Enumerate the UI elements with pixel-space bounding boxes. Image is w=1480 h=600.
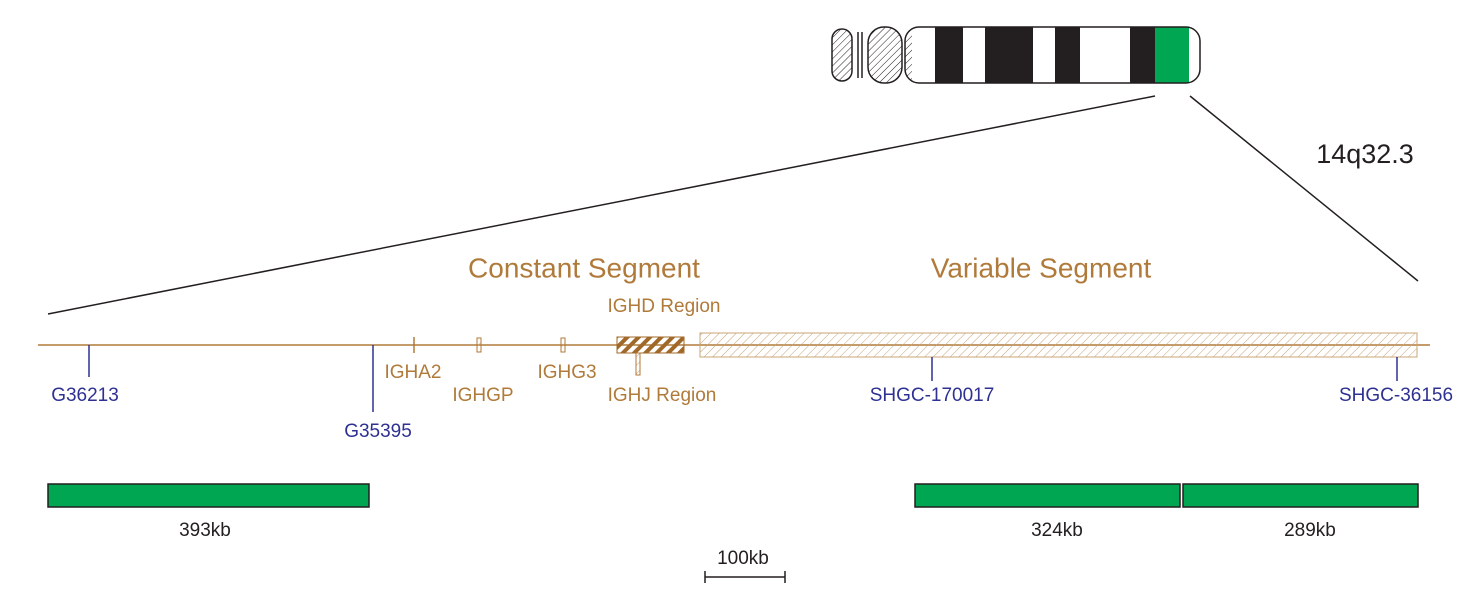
segment-title: Constant Segment [468,252,700,283]
gene-label: IGHGP [452,385,513,406]
gene-box [476,337,482,353]
probe [914,483,1181,508]
chromosome-ideogram [831,26,1201,84]
scale-bar [704,571,786,583]
q-arm-bands [905,27,1200,83]
region-label: IGHD Region [608,296,721,317]
ighj-region [635,352,641,376]
ighd-region [616,336,685,354]
variable-segment [699,332,1418,358]
marker-label: SHGC-170017 [870,385,995,406]
probe-label: 324kb [1031,520,1083,541]
probe [47,483,370,508]
gene-label: IGHA2 [384,362,441,383]
probe-label: 289kb [1284,520,1336,541]
centromere [867,26,903,84]
marker-label: SHGC-36156 [1339,385,1453,406]
probe [1182,483,1419,508]
scale-label: 100kb [717,548,769,569]
band-label: 14q32.3 [1316,139,1414,169]
p-arm-band [831,28,853,82]
probe-label: 393kb [179,520,231,541]
zoom-line [47,95,1156,315]
marker-label: G36213 [51,385,119,406]
region-label: IGHJ Region [608,385,717,406]
segment-title: Variable Segment [931,252,1152,283]
gene-label: IGHG3 [537,362,596,383]
marker-label: G35395 [344,421,412,442]
q-arm-outline [904,26,1201,84]
zoom-line [1189,95,1419,282]
gene-box [560,337,566,353]
